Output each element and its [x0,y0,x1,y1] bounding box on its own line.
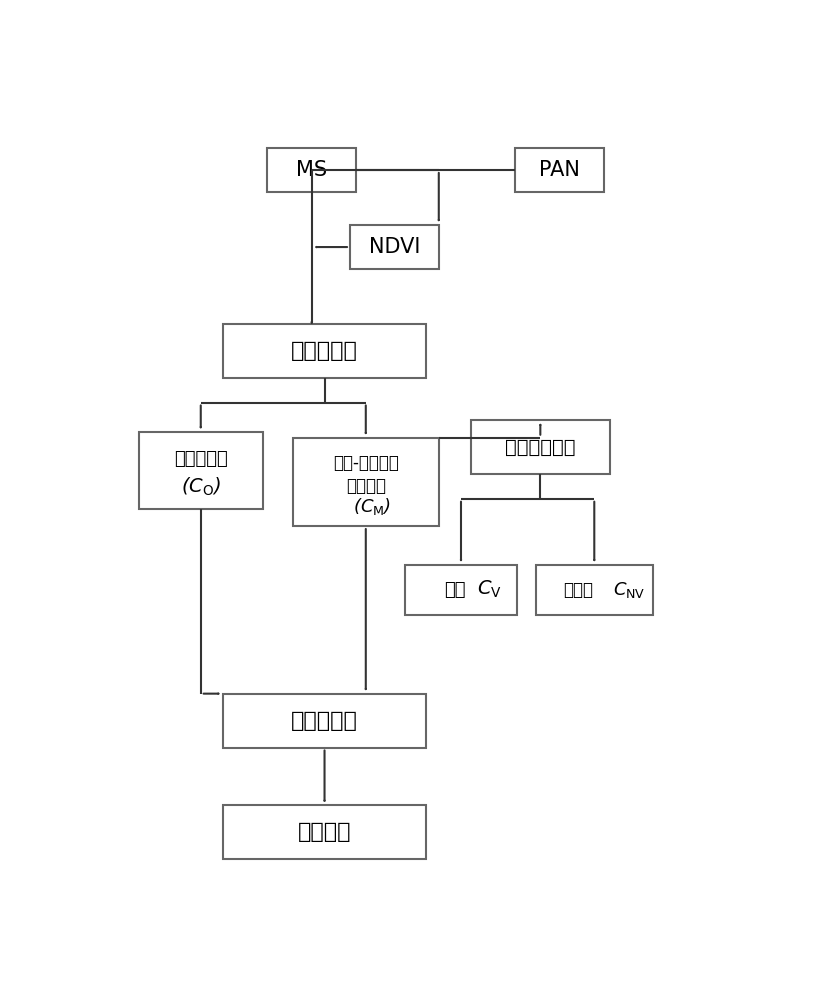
Bar [470,420,610,474]
Text: 其它亚像元: 其它亚像元 [174,450,228,468]
Bar [223,694,426,748]
Text: 合亚像元: 合亚像元 [346,477,386,495]
Text: 亚像元融合: 亚像元融合 [291,711,358,731]
Bar [223,805,426,859]
Bar [293,438,439,526]
Text: $C_{\mathrm{V}}$: $C_{\mathrm{V}}$ [477,579,502,600]
Bar [350,225,439,269]
Text: MS: MS [296,160,328,180]
Bar [139,432,263,509]
Text: 地物类型分类: 地物类型分类 [505,438,576,457]
Text: 融合图像: 融合图像 [298,822,351,842]
Text: 亚像元分类: 亚像元分类 [291,341,358,361]
Bar [405,565,517,615]
Bar [536,565,653,615]
Bar [267,148,356,192]
Text: PAN: PAN [539,160,580,180]
Text: 植被-非植被混: 植被-非植被混 [333,454,399,472]
Bar [515,148,604,192]
Bar [223,324,426,378]
Text: NDVI: NDVI [369,237,420,257]
Text: ($C_{\mathrm{M}}$): ($C_{\mathrm{M}}$) [353,496,391,517]
Text: 非植被: 非植被 [563,581,594,599]
Text: ($C_{\mathrm{O}}$): ($C_{\mathrm{O}}$) [181,476,221,498]
Text: $C_{\mathrm{NV}}$: $C_{\mathrm{NV}}$ [613,580,645,600]
Text: 植被: 植被 [444,581,465,599]
